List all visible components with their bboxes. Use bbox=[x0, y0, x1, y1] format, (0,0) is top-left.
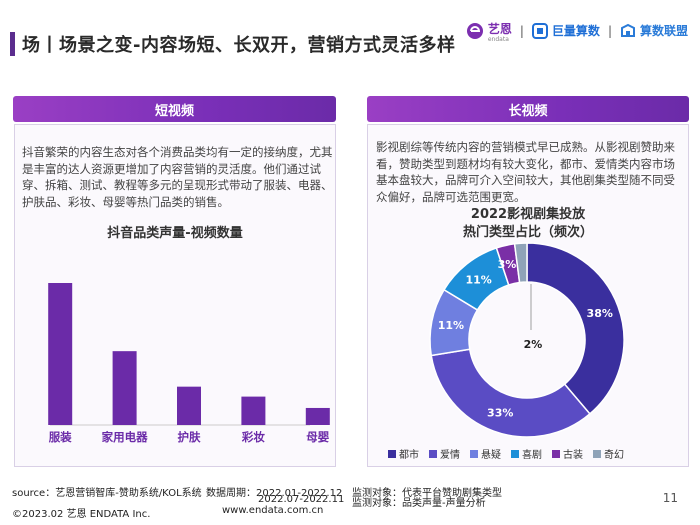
donut-slice-爱情 bbox=[430, 348, 591, 438]
footer-source: source：艺恩营销智库-赞助系统/KOL系统 bbox=[12, 488, 202, 499]
donut-value-label: 33% bbox=[487, 407, 513, 420]
legend-item-爱情: 爱情 bbox=[429, 446, 460, 461]
bar-chart-title: 抖音品类声量-视频数量 bbox=[107, 226, 243, 241]
long-video-description: 影视剧综等传统内容的营销模式早已成熟。从影视剧赞助来看，赞助类型到题材均有较大变… bbox=[376, 140, 675, 204]
suanshu-logo-icon bbox=[620, 23, 635, 37]
donut-value-label: 11% bbox=[466, 273, 492, 286]
bar-category-label: 彩妆 bbox=[241, 430, 265, 444]
long-video-heading: 长视频 bbox=[367, 96, 689, 122]
footer-copyright: ©2023.02 艺恩 ENDATA Inc. bbox=[12, 509, 151, 520]
bar-category-label: 家用电器 bbox=[102, 430, 148, 444]
legend-label: 爱情 bbox=[440, 450, 460, 461]
legend-item-都市: 都市 bbox=[388, 446, 419, 461]
juliang-logo-icon bbox=[531, 22, 548, 39]
endata-logo-sub: endata bbox=[487, 36, 509, 43]
juliang-logo: 巨量算数 bbox=[531, 22, 600, 39]
bar-category-label: 母婴 bbox=[306, 430, 329, 444]
page-number: 11 bbox=[662, 491, 678, 505]
donut-chart: 38% 33% 11% 11% 3% 2% bbox=[429, 242, 625, 438]
footer-period: 数据周期：2022.01-2022.12 bbox=[206, 488, 343, 499]
bar-母婴 bbox=[305, 407, 330, 425]
legend-label: 古装 bbox=[563, 450, 583, 461]
legend-item-喜剧: 喜剧 bbox=[511, 446, 542, 461]
page-title: 场丨场景之变-内容场短、长双开，营销方式灵活多样 bbox=[22, 35, 456, 56]
pie-chart-title-line1: 2022影视剧集投放 bbox=[470, 207, 586, 222]
donut-value-label: 38% bbox=[587, 307, 613, 320]
donut-slice-都市 bbox=[526, 242, 625, 415]
legend-label: 都市 bbox=[399, 450, 419, 461]
logo-separator: | bbox=[607, 23, 612, 38]
donut-slice-奇幻 bbox=[513, 242, 528, 284]
footer-website[interactable]: www.endata.com.cn bbox=[222, 505, 324, 516]
suanshu-logo: 算数联盟 bbox=[620, 22, 688, 39]
legend-item-奇幻: 奇幻 bbox=[593, 446, 624, 461]
bar-category-label: 护肤 bbox=[178, 430, 201, 444]
footer-monitor-1: 监测对象：代表平台赞助剧集类型 bbox=[352, 488, 502, 499]
footer-monitor-2: 监测对象：品类声量-声量分析 bbox=[352, 498, 486, 509]
legend-swatch bbox=[429, 449, 437, 458]
legend-swatch bbox=[593, 449, 601, 458]
title-accent-bar bbox=[10, 32, 15, 56]
pie-chart-title-line2: 热门类型占比（频次） bbox=[462, 225, 593, 240]
juliang-logo-text: 巨量算数 bbox=[551, 24, 600, 38]
logo-group: 艺恩 endata | 巨量算数 | 算数联盟 bbox=[466, 18, 688, 43]
legend-item-古装: 古装 bbox=[552, 446, 583, 461]
short-video-description: 抖音繁荣的内容生态对各个消费品类均有一定的接纳度，尤其是丰富的达人资源更增加了内… bbox=[22, 145, 333, 209]
legend-label: 喜剧 bbox=[522, 450, 542, 461]
bar-服装 bbox=[48, 283, 73, 425]
logo-separator: | bbox=[519, 23, 524, 38]
donut-value-label: 11% bbox=[438, 319, 464, 332]
donut-value-label: 2% bbox=[524, 338, 543, 351]
legend-swatch bbox=[511, 449, 519, 458]
bar-chart: 服装 家用电器 护肤 彩妆 母婴 bbox=[48, 283, 330, 444]
legend-swatch bbox=[388, 449, 396, 458]
donut-value-label: 3% bbox=[498, 258, 517, 271]
bar-护肤 bbox=[177, 386, 201, 425]
legend-swatch bbox=[470, 449, 478, 458]
legend-label: 奇幻 bbox=[604, 450, 624, 461]
endata-logo-text: 艺恩 bbox=[487, 22, 512, 36]
endata-logo-icon bbox=[466, 22, 483, 39]
pie-legend: 都市 爱情 悬疑 喜剧 古装 奇幻 bbox=[388, 446, 624, 461]
short-video-heading: 短视频 bbox=[13, 96, 336, 122]
legend-swatch bbox=[552, 449, 560, 458]
pie-chart-title: 2022影视剧集投放 热门类型占比（频次） bbox=[367, 206, 689, 242]
legend-item-悬疑: 悬疑 bbox=[470, 446, 501, 461]
bar-家用电器 bbox=[112, 351, 137, 425]
suanshu-logo-text: 算数联盟 bbox=[639, 24, 688, 38]
endata-logo: 艺恩 endata bbox=[466, 18, 512, 43]
bar-彩妆 bbox=[241, 396, 266, 425]
legend-label: 悬疑 bbox=[481, 450, 501, 461]
bar-category-label: 服装 bbox=[49, 430, 72, 444]
footer-period-2: 2022.07-2022.11 bbox=[258, 494, 345, 505]
